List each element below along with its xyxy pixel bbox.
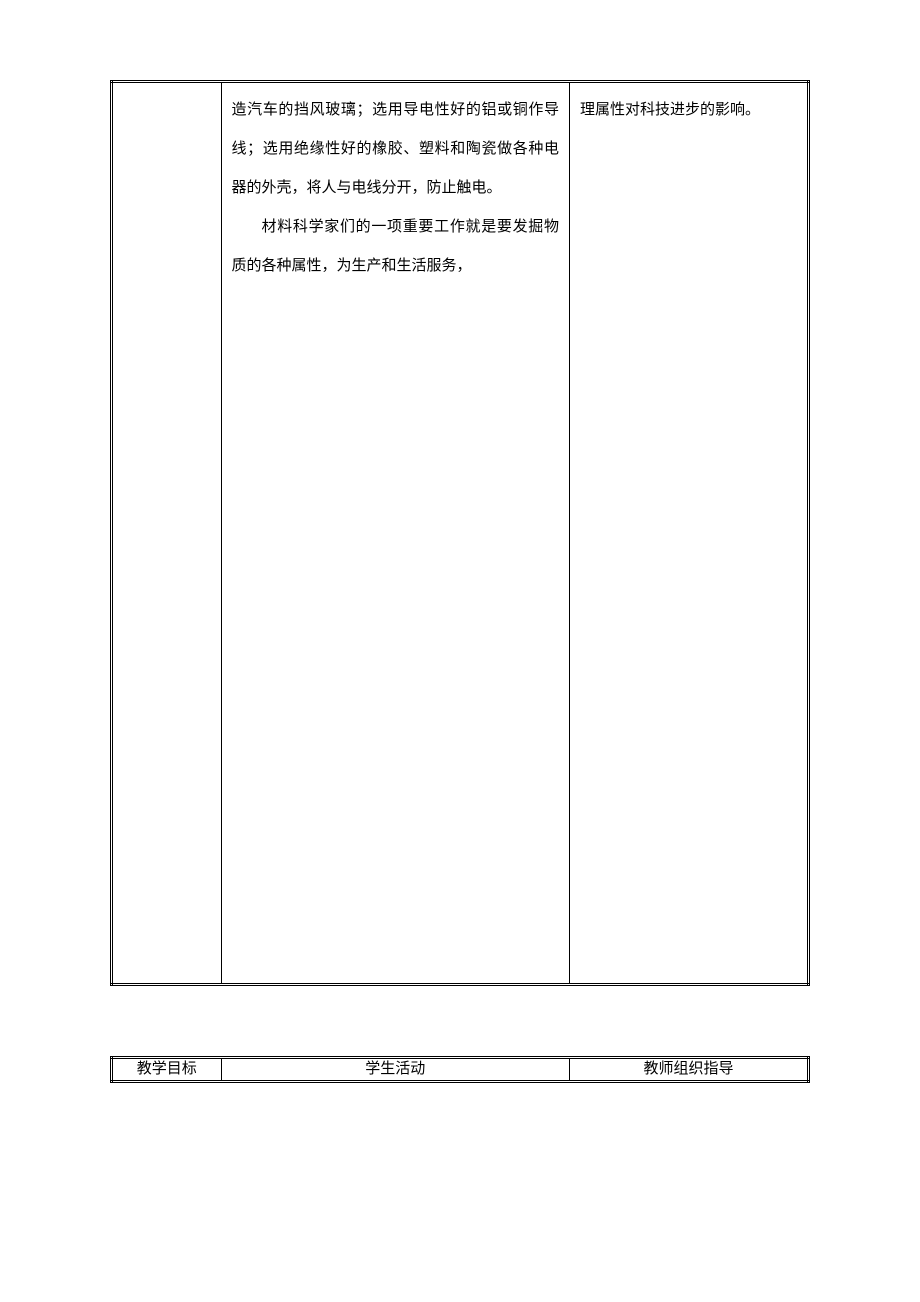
paragraph: 材料科学家们的一项重要工作就是要发掘物质的各种属性，为生产和生活服务， (232, 208, 559, 286)
paragraph: 理属性对科技进步的影响。 (580, 91, 797, 130)
header-cell-objective: 教学目标 (112, 1058, 222, 1082)
cell-objective (112, 82, 222, 985)
header-cell-guidance: 教师组织指导 (570, 1058, 809, 1082)
cell-student-activity: 造汽车的挡风玻璃；选用导电性好的铝或铜作导线；选用绝缘性好的橡胶、塑料和陶瓷做各… (221, 82, 569, 985)
document-page: 造汽车的挡风玻璃；选用导电性好的铝或铜作导线；选用绝缘性好的橡胶、塑料和陶瓷做各… (110, 80, 810, 1083)
cell-text (113, 83, 221, 99)
lesson-table-body: 造汽车的挡风玻璃；选用导电性好的铝或铜作导线；选用绝缘性好的橡胶、塑料和陶瓷做各… (110, 80, 810, 986)
table-header-row: 教学目标 学生活动 教师组织指导 (112, 1058, 809, 1082)
paragraph: 造汽车的挡风玻璃；选用导电性好的铝或铜作导线；选用绝缘性好的橡胶、塑料和陶瓷做各… (232, 91, 559, 208)
table-row: 造汽车的挡风玻璃；选用导电性好的铝或铜作导线；选用绝缘性好的橡胶、塑料和陶瓷做各… (112, 82, 809, 985)
cell-teacher-guidance: 理属性对科技进步的影响。 (569, 82, 808, 985)
lesson-table-header: 教学目标 学生活动 教师组织指导 (110, 1056, 810, 1083)
header-cell-activity: 学生活动 (221, 1058, 569, 1082)
